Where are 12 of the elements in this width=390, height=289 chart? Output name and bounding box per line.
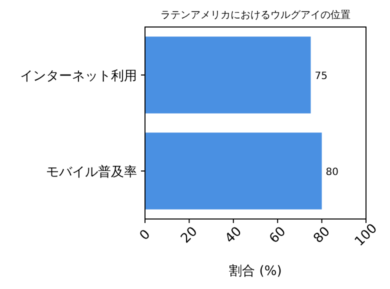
data-label: 75 — [314, 71, 328, 82]
y-tick-label: インターネット利用 — [20, 69, 137, 84]
x-tick-label: 80 — [311, 224, 334, 247]
y-tick-label: モバイル普及率 — [46, 164, 137, 180]
x-tick-label: 20 — [178, 224, 201, 247]
x-tick-label: 60 — [266, 224, 290, 247]
chart-title: ラテンアメリカにおけるウルグアイの位置 — [160, 9, 350, 21]
data-label: 80 — [326, 167, 339, 178]
x-tick-label: 0 — [137, 227, 154, 244]
x-axis-title: 割合 (%) — [229, 264, 282, 279]
x-tick-label: 100 — [352, 221, 380, 250]
x-tick-label: 40 — [222, 224, 245, 247]
